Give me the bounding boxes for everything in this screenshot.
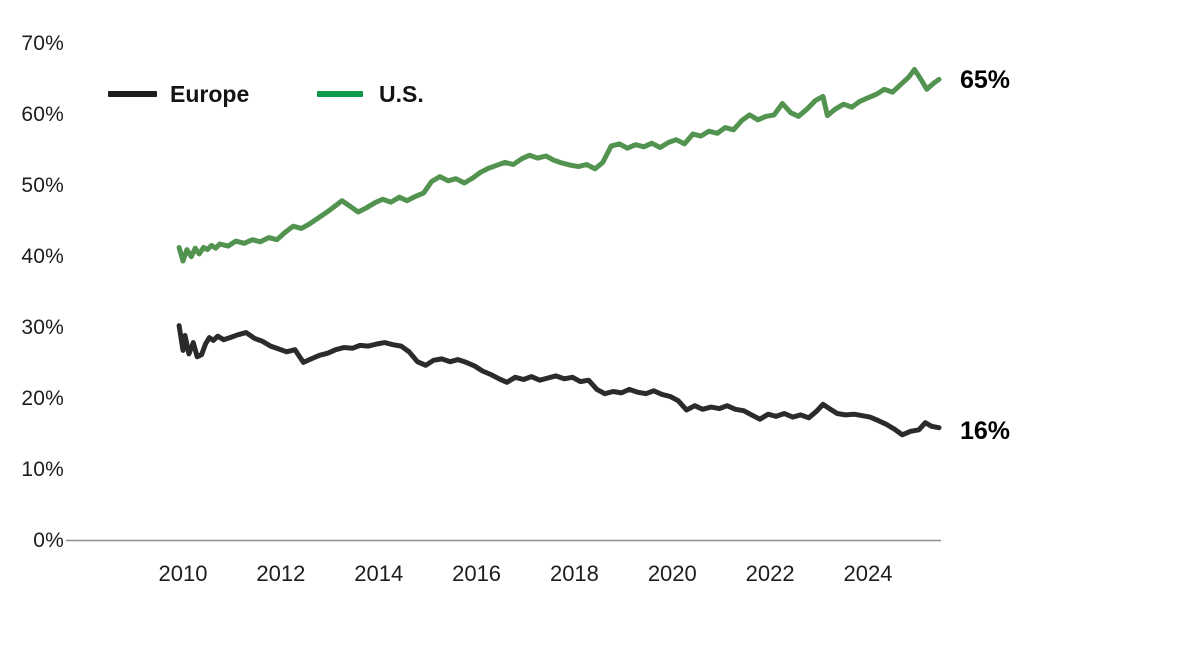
legend-label-us: U.S. [379,81,424,107]
x-axis-tick-label: 2022 [745,561,795,586]
y-axis-tick-label: 10% [21,457,64,481]
x-axis-tick-label: 2018 [549,561,599,586]
legend-item-us: U.S. [317,80,424,108]
y-axis-tick-label: 20% [21,386,64,410]
us-line-swatch-icon [317,91,363,97]
x-axis-tick-label: 2020 [647,561,697,586]
legend-item-europe: Europe [108,80,249,108]
y-axis-tick-label: 40% [21,244,64,268]
y-axis-tick-label: 60% [21,102,64,126]
series-line-europe [176,323,942,438]
y-axis-tick-label: 70% [21,31,64,55]
y-axis-tick-label: 0% [33,528,64,552]
y-axis-tick-label: 50% [21,173,64,197]
x-axis-tick-label: 2014 [354,561,404,586]
europe-line-swatch-icon [108,91,157,97]
x-axis-tick-label: 2012 [256,561,306,586]
y-axis-tick-label: 30% [21,315,64,339]
legend-label-europe: Europe [170,81,250,107]
europe-end-value-label: 16% [960,417,1011,445]
x-axis-tick-label: 2016 [452,561,502,586]
series-line-us [176,67,942,264]
x-axis-tick-label: 2010 [158,561,208,586]
us-end-value-label: 65% [960,66,1011,94]
x-axis-tick-label: 2024 [843,561,893,586]
